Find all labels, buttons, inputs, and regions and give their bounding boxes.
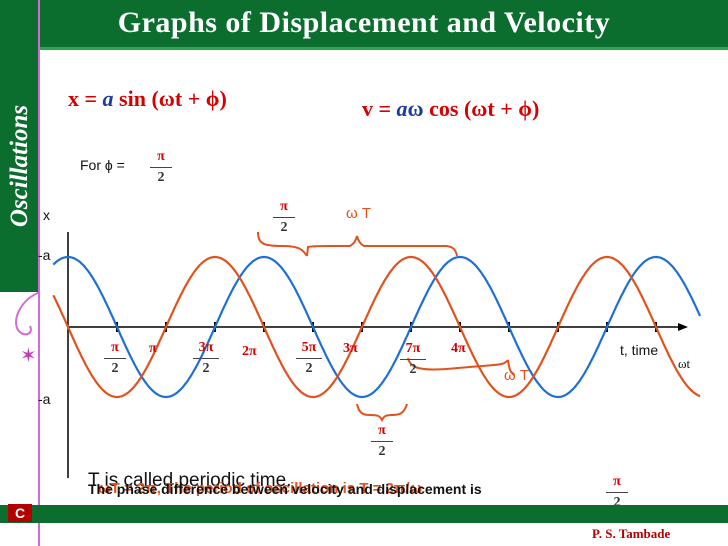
bottom-brace bbox=[407, 357, 515, 376]
displacement-curve bbox=[52, 255, 702, 399]
tick-label-3pi-over-2: 3π 2 bbox=[193, 339, 219, 378]
velocity-amp-symbol: a bbox=[396, 96, 408, 121]
author-credit: P. S. Tambade bbox=[592, 526, 671, 541]
velocity-curve bbox=[52, 255, 701, 399]
amplitude-negative-label: -a bbox=[38, 391, 51, 407]
phase-note-num: π bbox=[157, 149, 165, 164]
tick-label-4pi: 4π bbox=[451, 341, 466, 356]
footer-bar bbox=[0, 505, 728, 523]
divider-line bbox=[38, 0, 40, 546]
page-title: Graphs of Displacement and Velocity bbox=[117, 6, 611, 39]
x-axis-arrow-icon bbox=[678, 323, 688, 331]
time-axis-label: t, time bbox=[620, 342, 659, 358]
displacement-lhs: x = bbox=[68, 86, 98, 111]
displacement-rhs: sin (ωt + ϕ) bbox=[119, 86, 227, 111]
tick-label-7pi-over-2: 7π 2 bbox=[400, 340, 426, 379]
phase-difference-note: The phase difference between velocity an… bbox=[88, 481, 482, 497]
header-bar bbox=[0, 0, 728, 50]
period-formula-note: ωT = 2π, The period of oscillation is T … bbox=[98, 480, 423, 497]
phase-note-fraction: π 2 bbox=[150, 148, 172, 187]
velocity-equation: v = aω cos (ωt + ϕ) bbox=[362, 96, 539, 122]
bottom-period-label: ω T bbox=[504, 367, 530, 384]
sidebar bbox=[0, 47, 38, 292]
amplitude-symbol: a bbox=[102, 86, 114, 111]
tick-label-3pi: 3π bbox=[343, 341, 358, 356]
phase-brace bbox=[356, 403, 408, 423]
top-period-label: ω T bbox=[346, 205, 372, 222]
velocity-lhs: v = bbox=[362, 96, 392, 121]
tick-label-2pi: 2π bbox=[242, 344, 257, 359]
omega-symbol: ω bbox=[407, 96, 424, 121]
chapter-badge: C bbox=[8, 504, 32, 522]
omega-t-label: ωt bbox=[678, 356, 691, 371]
displacement-equation: x = a sin (ωt + ϕ) bbox=[68, 86, 227, 112]
amplitude-positive-label: -a bbox=[38, 247, 51, 263]
velocity-rhs: cos (ωt + ϕ) bbox=[429, 96, 540, 121]
top-brace bbox=[257, 231, 458, 257]
phase-note-den: 2 bbox=[157, 170, 165, 185]
tick-label-pi: π bbox=[149, 341, 157, 356]
decorative-flourish-icon: ✶ bbox=[15, 291, 41, 367]
x-axis-label: x bbox=[43, 207, 50, 223]
tick-label-5pi-over-2: 5π 2 bbox=[296, 339, 322, 378]
phase-note-label: For ϕ = bbox=[80, 157, 125, 173]
periodic-time-note: T is called periodic time. bbox=[88, 470, 292, 491]
svg-text:✶: ✶ bbox=[20, 343, 37, 367]
